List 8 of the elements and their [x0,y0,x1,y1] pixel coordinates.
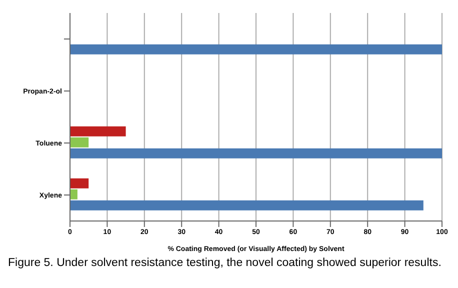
caption: Figure 5. Under solvent resistance testing, the novel coating showed superior results. [8,257,442,269]
bar [70,137,89,148]
bar [70,189,78,200]
bar [70,178,89,188]
bar [70,200,424,210]
bar [70,44,442,54]
bar [70,126,126,136]
bar [70,148,442,158]
